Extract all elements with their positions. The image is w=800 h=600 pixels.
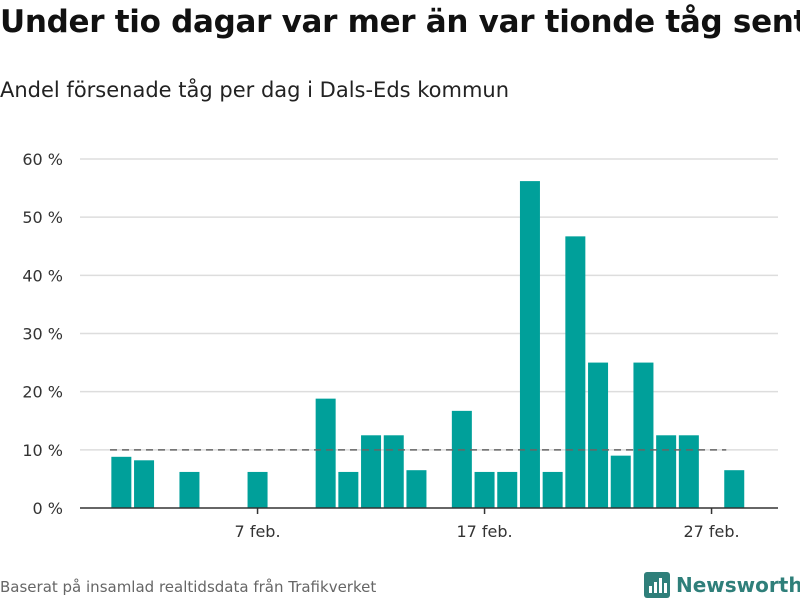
bar[interactable]: 20 feb.: 6.2 %: [542, 471, 563, 508]
bar[interactable]: 12 feb.: 12.5 %: [361, 435, 382, 508]
bar[interactable]: 17 feb.: 6.2 %: [474, 471, 495, 508]
bar[interactable]: 2 feb.: 8.2 %: [134, 460, 155, 508]
chart-title: Under tio dagar var mer än var tionde tå…: [0, 4, 800, 40]
y-tick-label: 50 %: [22, 208, 63, 227]
y-tick-label: 60 %: [22, 150, 63, 169]
x-tick-label: 7 feb.: [235, 522, 281, 541]
y-tick-label: 10 %: [22, 441, 63, 460]
bar[interactable]: 16 feb.: 16.7 %: [451, 410, 472, 508]
source-note: Baserat på insamlad realtidsdata från Tr…: [0, 578, 377, 596]
bar[interactable]: 26 feb.: 12.5 %: [678, 435, 699, 508]
bar-series: 1 feb.: 8.8 %2 feb.: 8.2 % 4 feb.: 6.2 % 7…: [111, 181, 745, 508]
brand-name: Newsworthy: [676, 573, 800, 597]
bar[interactable]: 11 feb.: 6.2 %: [338, 471, 359, 508]
chart-subtitle: Andel försenade tåg per dag i Dals-Eds k…: [0, 78, 510, 102]
bar[interactable]: 25 feb.: 12.5 %: [656, 435, 677, 508]
grid-lines: [80, 158, 778, 451]
bar[interactable]: 7 feb.: 6.2 %: [247, 471, 268, 508]
x-tick-label: 27 feb.: [683, 522, 739, 541]
bar[interactable]: 22 feb.: 25 %: [588, 362, 609, 508]
axes: 0 % 10 % 20 % 30 % 40 % 50 % 60 % 7 feb. 17 feb.…: [22, 150, 778, 541]
bar[interactable]: 4 feb.: 6.2 %: [179, 471, 200, 508]
bar[interactable]: 24 feb.: 25 %: [633, 362, 654, 508]
y-tick-label: 20 %: [22, 383, 63, 402]
bar[interactable]: 18 feb.: 6.2 %: [497, 471, 518, 508]
bar[interactable]: 1 feb.: 8.8 %: [111, 456, 132, 508]
y-tick-label: 40 %: [22, 266, 63, 285]
newsworthy-icon: [644, 572, 670, 598]
bar[interactable]: 21 feb.: 46.7 %: [565, 236, 586, 508]
bar[interactable]: 13 feb.: 12.5 %: [383, 435, 404, 508]
bar[interactable]: 28 feb.: 6.5 %: [724, 470, 745, 508]
x-tick-label: 17 feb.: [456, 522, 512, 541]
y-tick-label: 30 %: [22, 325, 63, 344]
y-tick-label: 0 %: [33, 499, 63, 518]
bar[interactable]: 14 feb.: 6.5 %: [406, 470, 427, 508]
bar[interactable]: 10 feb.: 18.8 %: [315, 398, 336, 508]
bar[interactable]: 23 feb.: 9 %: [610, 455, 631, 508]
bar[interactable]: 19 feb.: 56.2 %: [519, 181, 540, 508]
newsworthy-logo[interactable]: Newsworthy: [644, 570, 800, 600]
